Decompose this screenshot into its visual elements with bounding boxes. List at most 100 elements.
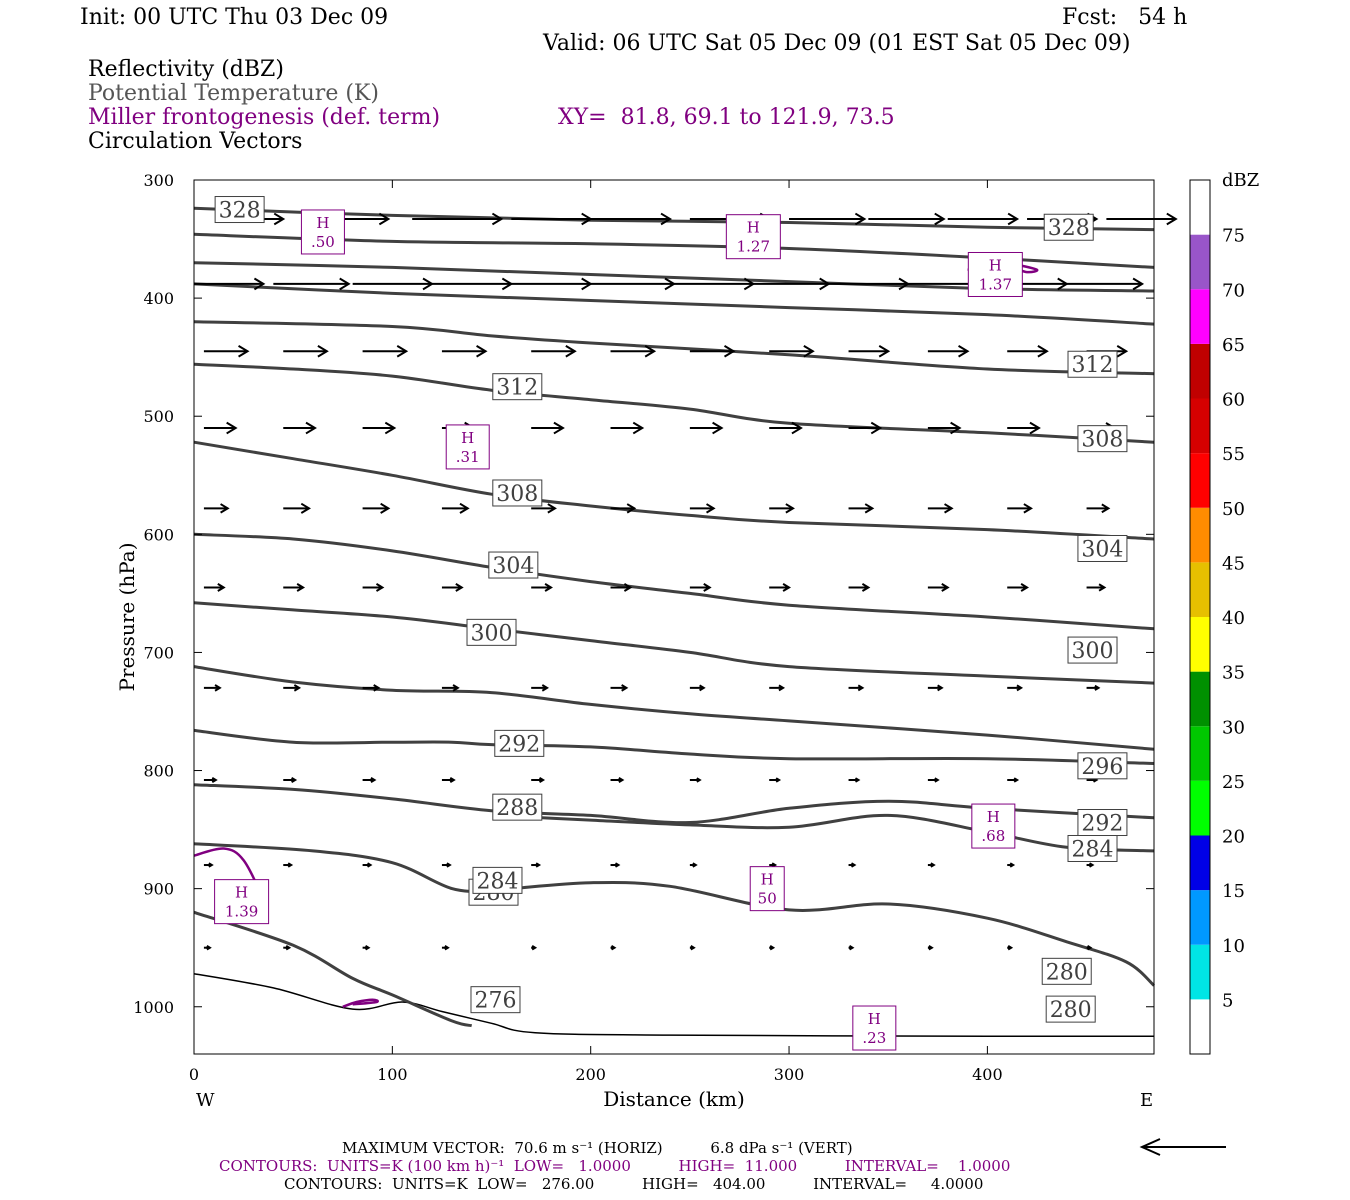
vector-6-9 [927,684,944,692]
theta-label-extra-5-box [1045,995,1096,1023]
fronto-max-2: H1.37 [967,251,1023,297]
colorbar-segment-3 [1190,835,1210,891]
x-tick-label-300: 300 [774,1065,805,1084]
vector-head-2-2 [396,344,409,358]
vector-9-2 [362,945,371,951]
vector-head-5-1 [296,583,306,592]
colorbar-label-15: 15 [1222,881,1245,902]
vector-head-4-7 [785,503,795,514]
vector-1-4 [511,277,593,291]
vector-4-4 [531,503,557,514]
y-tick-label-900: 900 [143,880,174,899]
vector-3-0 [203,421,238,435]
theta-label-304-9-box [488,551,539,579]
y-axis-title: Pressure (hPa) [115,543,139,692]
fronto-max-box-6 [214,879,270,925]
theta-contour-info: CONTOURS: UNITS=K LOW= 276.00 HIGH= 404.… [284,1175,984,1193]
colorbar-segment-12 [1190,343,1210,399]
colorbar-label-30: 30 [1222,717,1245,738]
fronto-max-value-6: 1.39 [225,903,258,921]
x-tick-label-400: 400 [972,1065,1003,1084]
vector-1-0 [194,277,266,291]
vector-head-6-5 [621,684,629,692]
vector-2-5 [610,344,657,358]
vector-head-2-1 [317,344,329,358]
theta-label-300-8-box [466,618,517,646]
theta-label-296-7-text: 296 [1081,755,1123,780]
vector-head-3-0 [226,421,238,435]
vector-head-1-1 [339,277,351,291]
vector-head-3-4 [553,421,565,435]
theta-label-328-15-box [214,196,265,224]
contour-labels: 276 280 280 284 284 288 292 296 300 304 308 312 328 3… [214,196,1128,1051]
theta-label-276-0: 276 [470,986,521,1014]
vector-head-2-4 [565,344,577,358]
fronto-max-h-1: H [747,219,760,237]
vector-head-1-4 [581,277,593,291]
theta-label-extra-3-box [1067,636,1118,664]
theta-contour-312-11 [193,362,1155,444]
vector-head-6-0 [214,684,222,692]
theta-label-extra-4: 292 [1077,809,1128,837]
vector-head-9-1 [285,945,292,951]
colorbar-label-50: 50 [1222,499,1245,520]
vector-4-3 [441,502,470,514]
vector-head-7-7 [775,777,782,783]
fronto-max-box-5 [749,866,785,912]
theta-label-extra-2-box [1077,534,1128,562]
vector-head-5-10 [1020,583,1030,592]
frontogenesis-contour-info: CONTOURS: UNITS=K (100 km h)⁻¹ LOW= 1.00… [219,1157,1011,1175]
fronto-max-h-2: H [989,256,1002,274]
vector-3-4 [531,421,565,435]
vector-4-5 [610,503,637,514]
theta-contour-288-5 [193,783,1155,825]
vector-4-9 [927,503,954,514]
theta-label-304-9: 304 [488,551,539,579]
vector-6-1 [283,684,302,692]
vector-2-0 [203,344,250,358]
vector-3-9 [927,421,962,435]
vector-0-10 [1106,212,1178,226]
vector-7-3 [441,776,456,783]
theta-label-extra-4-box [1077,809,1128,837]
theta-label-extra-5-text: 280 [1050,998,1092,1023]
theta-label-extra-6-text: 328 [1048,216,1090,241]
theta-label-extra-2: 304 [1077,534,1128,562]
vector-head-6-4 [541,684,550,692]
vector-head-8-1 [287,862,294,868]
vector-head-7-5 [618,776,625,783]
vector-8-4 [531,862,542,868]
fronto-max-h-5: H [761,871,774,889]
vector-9-4 [531,945,538,951]
vector-head-6-8 [857,684,865,692]
vector-head-6-11 [1094,684,1101,691]
field-frontogenesis-label: Miller frontogenesis (def. term) [88,105,441,130]
colorbar-segment-0 [1190,999,1210,1054]
vector-7-2 [362,776,377,783]
vector-8-9 [927,862,936,868]
vector-1-2 [352,277,434,291]
vector-5-1 [283,583,306,592]
theta-label-extra-6: 328 [1043,213,1094,241]
valid-time-label: Valid: 06 UTC Sat 05 Dec 09 (01 EST Sat … [543,31,1131,56]
theta-contour-280-2 [511,880,1156,987]
fronto-max-value-0: .50 [311,233,335,251]
theta-label-284-4-text: 284 [1072,837,1114,862]
x-tick-label-200: 200 [575,1065,606,1084]
reference-vector-arrow [1139,1138,1226,1156]
vector-head-0-8 [1007,212,1020,226]
colorbar-title: dBZ [1222,170,1259,191]
vector-head-5-5 [623,583,633,592]
vector-head-6-3 [452,684,460,692]
vector-head-9-7 [769,945,776,951]
colorbar-frame [1189,179,1211,1055]
vector-7-7 [769,777,782,783]
vector-head-7-3 [449,776,456,783]
theta-label-312-11-box [492,373,543,401]
vector-8-1 [283,862,294,868]
forecast-hour-label: Fcst: 54 h [1062,5,1188,30]
theta-label-300-8: 300 [466,618,517,646]
vector-head-5-8 [861,583,871,592]
vector-head-9-10 [1007,945,1014,951]
vector-0-3 [511,212,593,226]
